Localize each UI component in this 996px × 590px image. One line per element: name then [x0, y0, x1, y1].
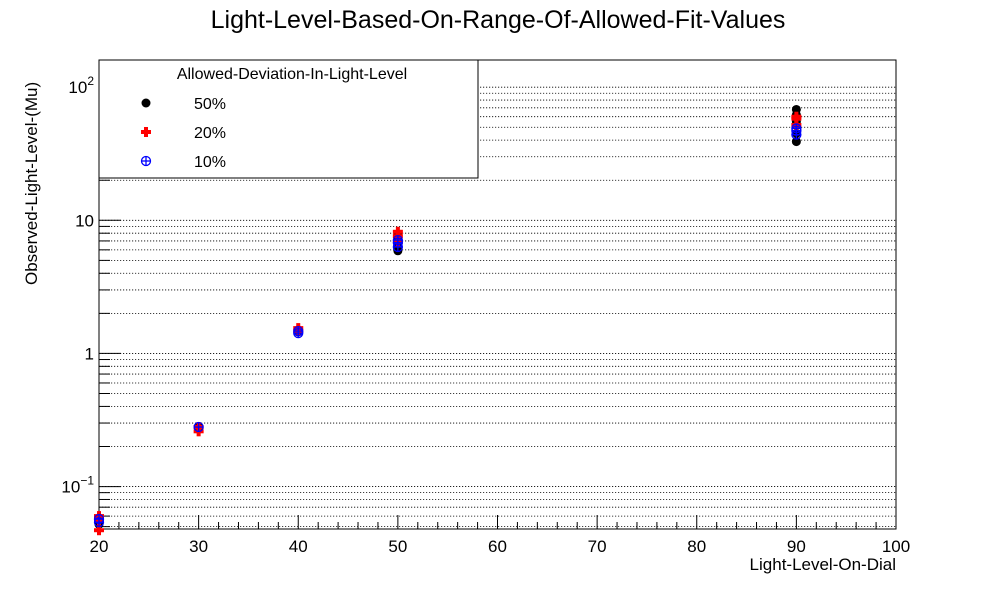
series-2: [93, 123, 802, 528]
legend-title: Allowed-Deviation-In-Light-Level: [177, 66, 407, 83]
y-tick-label: 10: [75, 211, 94, 230]
y-axis-label: Observed-Light-Level-(Mu): [22, 82, 41, 285]
legend: Allowed-Deviation-In-Light-Level 50% 20% 1…: [98, 59, 479, 179]
x-tick-label: 20: [90, 537, 109, 556]
data-point: [392, 234, 404, 246]
x-tick-labels: 20 30 40 50 60 70 80 90 100: [90, 537, 911, 556]
y-tick-label: 1: [85, 344, 94, 363]
legend-marker: [141, 127, 151, 137]
x-tick-label: 70: [588, 537, 607, 556]
y-tick-label: 10−1: [61, 474, 94, 497]
data-point: [193, 421, 204, 433]
legend-marker: [141, 98, 151, 108]
x-tick-label: 50: [388, 537, 407, 556]
data-point: [791, 123, 802, 134]
data-point: [94, 525, 104, 536]
legend-marker: [140, 155, 152, 167]
chart-title: Light-Level-Based-On-Range-Of-Allowed-Fi…: [211, 6, 786, 34]
y-tick-labels: 10−1 1 10 102: [61, 74, 94, 496]
legend-box: [98, 59, 479, 179]
data-point: [791, 104, 801, 114]
x-tick-label: 80: [687, 537, 706, 556]
x-tick-label: 30: [189, 537, 208, 556]
legend-label: 50%: [194, 96, 226, 113]
data-points: [93, 104, 802, 536]
x-axis-label: Light-Level-On-Dial: [750, 555, 896, 574]
x-tick-label: 60: [488, 537, 507, 556]
legend-label: 10%: [194, 154, 226, 171]
x-tick-label: 40: [289, 537, 308, 556]
legend-label: 20%: [194, 125, 226, 142]
x-tick-label: 90: [787, 537, 806, 556]
y-tick-label: 102: [68, 74, 94, 97]
x-tick-label: 100: [882, 537, 910, 556]
data-point: [293, 326, 304, 337]
data-point: [93, 513, 105, 525]
data-point: [791, 111, 802, 122]
data-point: [791, 137, 801, 147]
